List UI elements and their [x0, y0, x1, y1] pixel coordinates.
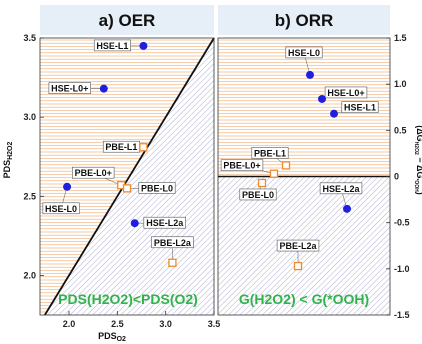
oer-x-tick-label: 3.5 [208, 319, 221, 329]
oer-label-box-pbe-l0 [72, 166, 115, 179]
oer-y-tick-label: 3.5 [23, 33, 36, 43]
panel-oer: a) OER 2.02.53.03.5 2.0 2.5 3.0 3.5 HSE-L1H… [2, 5, 220, 343]
orr-y-label-sub-h2o2: H2O2 [413, 142, 419, 155]
oer-label-box-pbe-l2a [151, 236, 194, 249]
oer-label-box-pbe-l0 [138, 182, 176, 194]
orr-label-box-pbe-l0 [220, 159, 264, 172]
orr-annotation: G(H2O2) < G(*OOH) [239, 291, 369, 307]
oer-label-pbe-l0: PBE-L0 [141, 183, 173, 193]
orr-label-pbe-l2a: PBE-L2a [279, 241, 317, 251]
orr-points: HSE-L0 HSE-L0+ HSE-L1 HSE-L2a PBE-L1 PBE-L0+ P… [220, 46, 379, 271]
orr-point-hse-l2a [343, 204, 351, 213]
oer-annotation: PDS(H2O2)<PDS(O2) [58, 291, 198, 307]
oer-point-hse-l2a [130, 219, 139, 228]
orr-point-pbe-l0 [269, 169, 279, 178]
orr-label-pbe-l1: PBE-L1 [254, 148, 286, 158]
orr-y-tick-label: 0.5 [394, 125, 407, 135]
orr-point-hse-l0 [306, 70, 314, 79]
orr-label-box-hse-l1 [341, 101, 379, 114]
oer-point-hse-l0 [99, 84, 108, 93]
orr-label-hse-l1: HSE-L1 [344, 103, 376, 113]
oer-label-pbe-l0: PBE-L0+ [75, 168, 112, 178]
oer-y-tick-label: 3.0 [23, 112, 36, 122]
oer-x-axis-label-sub: O2 [117, 336, 126, 343]
orr-y-tick-label: 0 [394, 172, 399, 182]
orr-label-hse-l0: HSE-L0+ [327, 88, 364, 98]
orr-y-tick-label: -0.5 [394, 218, 410, 228]
oer-x-axis-label-main: PDS [98, 331, 117, 341]
oer-x-tick-label: 2.0 [63, 319, 76, 329]
oer-label-box-hse-l1 [93, 39, 131, 52]
orr-label-box-pbe-l0 [239, 188, 277, 201]
oer-label-hse-l0: HSE-L0+ [51, 84, 88, 94]
oer-label-box-hse-l0 [42, 202, 80, 215]
oer-x-ticks: 2.0 2.5 3.0 3.5 [63, 311, 221, 329]
oer-label-box-hse-l0 [48, 82, 92, 94]
orr-point-pbe-l2a [293, 261, 303, 271]
orr-y-tick-label: 1.5 [394, 33, 407, 43]
orr-label-pbe-l0: PBE-L0+ [223, 161, 260, 171]
orr-label-hse-l0: HSE-L0 [288, 48, 320, 58]
oer-label-hse-l0: HSE-L0 [45, 204, 77, 214]
oer-y-axis-label-main: PDS [2, 160, 12, 179]
orr-y-axis-label: (ΔGH2O2 − ΔG*OOH) [413, 125, 422, 195]
orr-label-box-hse-l2a [319, 182, 363, 195]
oer-y-tick-label: 2.5 [23, 191, 36, 201]
oer-x-tick-label: 2.5 [111, 319, 124, 329]
orr-label-box-pbe-l1 [251, 147, 289, 159]
orr-y-label-sub-ooh: *OOH [413, 178, 419, 192]
oer-y-axis-label-sub: H2O2 [7, 141, 14, 159]
oer-plot-frame [39, 37, 215, 316]
oer-diagonal-line [44, 37, 215, 316]
oer-point-hse-l1 [139, 41, 148, 50]
orr-y-ticks: 1.5 1.0 0.5 0 -0.5 -1.0 -1.5 [386, 33, 410, 320]
panel-orr: b) ORR 1.51.00.50-0.5-1.0-1.5 HSE-L0HSE-… [217, 5, 422, 320]
oer-x-axis-label: PDSO2 [98, 331, 126, 343]
oer-point-hse-l0 [63, 182, 72, 191]
orr-point-pbe-l0 [257, 178, 267, 188]
orr-y-tick-label: 1.0 [394, 79, 407, 89]
oer-label-hse-l2a: HSE-L2a [146, 218, 184, 228]
orr-point-hse-l0 [318, 94, 326, 103]
orr-label-box-hse-l0 [285, 46, 323, 59]
orr-label-hse-l2a: HSE-L2a [322, 184, 360, 194]
orr-label-pbe-l0: PBE-L0 [242, 190, 274, 200]
oer-label-box-hse-l2a [143, 216, 186, 229]
orr-y-label-close: ) [415, 192, 422, 195]
orr-label-box-pbe-l2a [276, 239, 320, 252]
orr-label-box-hse-l0 [324, 86, 368, 99]
orr-y-tick-label: -1.0 [394, 264, 410, 274]
oer-label-hse-l1: HSE-L1 [96, 41, 128, 51]
orr-y-label-minus: − ΔG [415, 155, 422, 179]
oer-points: HSE-L1 HSE-L0+ HSE-L0 HSE-L2a PBE-L1 PBE-L0+ P… [42, 39, 194, 267]
oer-y-tick-label: 2.0 [23, 270, 36, 280]
oer-point-pbe-l1 [139, 143, 148, 152]
orr-point-hse-l1 [330, 109, 338, 118]
oer-title: a) OER [99, 11, 156, 30]
orr-y-tick-label: -1.5 [394, 310, 410, 320]
oer-y-ticks: 2.0 2.5 3.0 3.5 [23, 33, 44, 280]
oer-x-tick-label: 3.0 [159, 319, 172, 329]
oer-title-background [40, 5, 214, 35]
orr-title: b) ORR [275, 11, 334, 30]
oer-label-pbe-l2a: PBE-L2a [154, 238, 192, 248]
orr-title-background [218, 5, 390, 35]
orr-point-pbe-l1 [281, 161, 291, 170]
oer-y-axis-label: PDSH2O2 [2, 141, 14, 178]
oer-label-pbe-l1: PBE-L1 [105, 142, 137, 152]
oer-point-pbe-l2a [168, 258, 177, 267]
oer-point-pbe-l0 [122, 184, 132, 193]
oer-region-above [40, 38, 214, 315]
